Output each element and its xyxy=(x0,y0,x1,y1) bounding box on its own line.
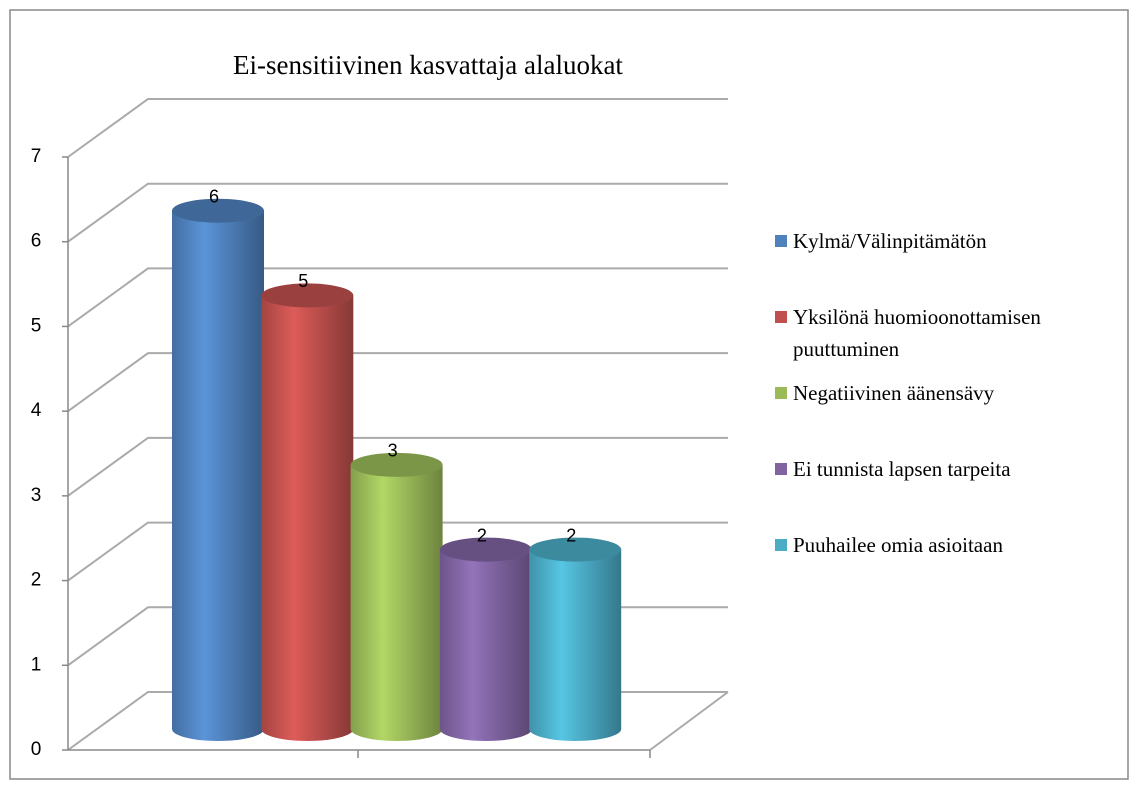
legend-swatch xyxy=(775,539,787,551)
grid-line xyxy=(67,521,728,582)
legend-label: Ei tunnista lapsen tarpeita xyxy=(793,457,1011,481)
y-tick-label: 5 xyxy=(31,315,42,336)
bar-top xyxy=(350,452,443,477)
data-label: 3 xyxy=(388,441,398,461)
bar xyxy=(350,464,443,729)
legend-item: Puuhailee omia asioitaan xyxy=(775,529,1115,605)
grid-line xyxy=(67,182,728,243)
data-label: 2 xyxy=(477,525,487,545)
legend-swatch xyxy=(775,311,787,323)
data-label: 5 xyxy=(298,271,308,291)
legend-item: Kylmä/Välinpitämätön xyxy=(775,225,1115,301)
grid-line xyxy=(67,267,728,328)
legend-label: Puuhailee omia asioitaan xyxy=(793,533,1003,557)
data-label: 2 xyxy=(566,525,576,545)
bar xyxy=(172,210,264,729)
floor xyxy=(649,691,729,751)
bar xyxy=(261,295,354,729)
legend-swatch xyxy=(775,463,787,475)
bar-top xyxy=(261,283,354,308)
bar xyxy=(529,549,622,729)
y-tick-label: 0 xyxy=(31,739,42,760)
grid-line xyxy=(67,352,728,412)
y-tick-label: 6 xyxy=(31,231,42,252)
chart-title: Ei-sensitiivinen kasvattaja alaluokat xyxy=(233,50,623,80)
legend-label: Kylmä/Välinpitämätön xyxy=(793,229,987,253)
bar xyxy=(439,549,532,729)
y-tick-label: 7 xyxy=(31,146,42,167)
y-tick-label: 1 xyxy=(31,654,42,675)
legend-label: Negatiivinen äänensävy xyxy=(793,381,995,405)
data-label: 6 xyxy=(209,186,219,206)
grid-line xyxy=(67,436,728,497)
legend-item: Ei tunnista lapsen tarpeita xyxy=(775,453,1115,529)
bar-top xyxy=(529,537,622,562)
legend-swatch xyxy=(775,235,787,247)
legend-item: Negatiivinen äänensävy xyxy=(775,377,1115,453)
legend-swatch xyxy=(775,387,787,399)
y-tick-label: 4 xyxy=(31,400,42,421)
grid-line xyxy=(67,98,728,158)
legend-item: Yksilönä huomioonottamisen puuttuminen xyxy=(775,301,1115,377)
legend-label: Yksilönä huomioonottamisen puuttuminen xyxy=(793,305,1041,361)
bar-top xyxy=(439,537,532,562)
y-tick-label: 2 xyxy=(31,570,42,591)
bar-top xyxy=(172,198,264,223)
legend: Kylmä/Välinpitämätön Yksilönä huomioonott… xyxy=(775,225,1115,605)
y-tick-label: 3 xyxy=(31,485,42,506)
